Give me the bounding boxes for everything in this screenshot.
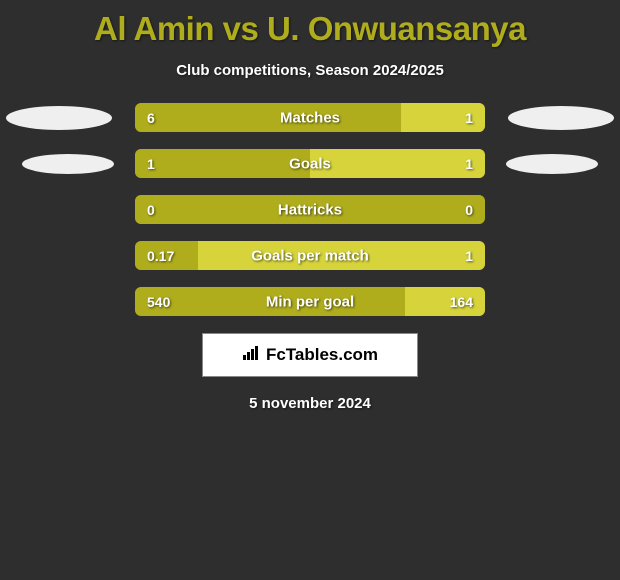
stat-label: Goals <box>135 155 485 172</box>
stat-bar: Hattricks0 0 <box>135 195 485 224</box>
stat-value-left: 0 <box>147 202 155 218</box>
stat-bar: Goals1 1 <box>135 149 485 178</box>
player-ellipse-right <box>508 106 614 130</box>
stat-value-left: 6 <box>147 110 155 126</box>
stat-bar: Matches6 1 <box>135 103 485 132</box>
stat-row: Goals per match0.17 1 <box>0 241 620 270</box>
stat-value-left: 1 <box>147 156 155 172</box>
stat-value-right: 1 <box>465 248 473 264</box>
subtitle: Club competitions, Season 2024/2025 <box>0 62 620 79</box>
player-ellipse-left <box>6 106 112 130</box>
chart-icon <box>242 345 262 366</box>
stat-row: Min per goal540 164 <box>0 287 620 316</box>
stat-label: Matches <box>135 109 485 126</box>
player-ellipse-left <box>22 154 114 174</box>
stat-value-right: 1 <box>465 110 473 126</box>
stat-row: Goals1 1 <box>0 149 620 178</box>
stat-value-right: 0 <box>465 202 473 218</box>
stat-value-right: 1 <box>465 156 473 172</box>
player-ellipse-right <box>506 154 598 174</box>
stat-value-right: 164 <box>450 294 473 310</box>
date-line: 5 november 2024 <box>0 395 620 412</box>
stat-value-left: 0.17 <box>147 248 174 264</box>
stat-bar: Min per goal540 164 <box>135 287 485 316</box>
logo-box: FcTables.com <box>202 333 418 377</box>
logo-text: FcTables.com <box>266 345 378 365</box>
stat-row: Matches6 1 <box>0 103 620 132</box>
page-title: Al Amin vs U. Onwuansanya <box>0 0 620 48</box>
stat-label: Min per goal <box>135 293 485 310</box>
stat-label: Hattricks <box>135 201 485 218</box>
stat-label: Goals per match <box>135 247 485 264</box>
stat-row: Hattricks0 0 <box>0 195 620 224</box>
stat-value-left: 540 <box>147 294 170 310</box>
stats-container: Matches61Goals11Hattricks00Goals per mat… <box>0 103 620 316</box>
stat-bar: Goals per match0.17 1 <box>135 241 485 270</box>
